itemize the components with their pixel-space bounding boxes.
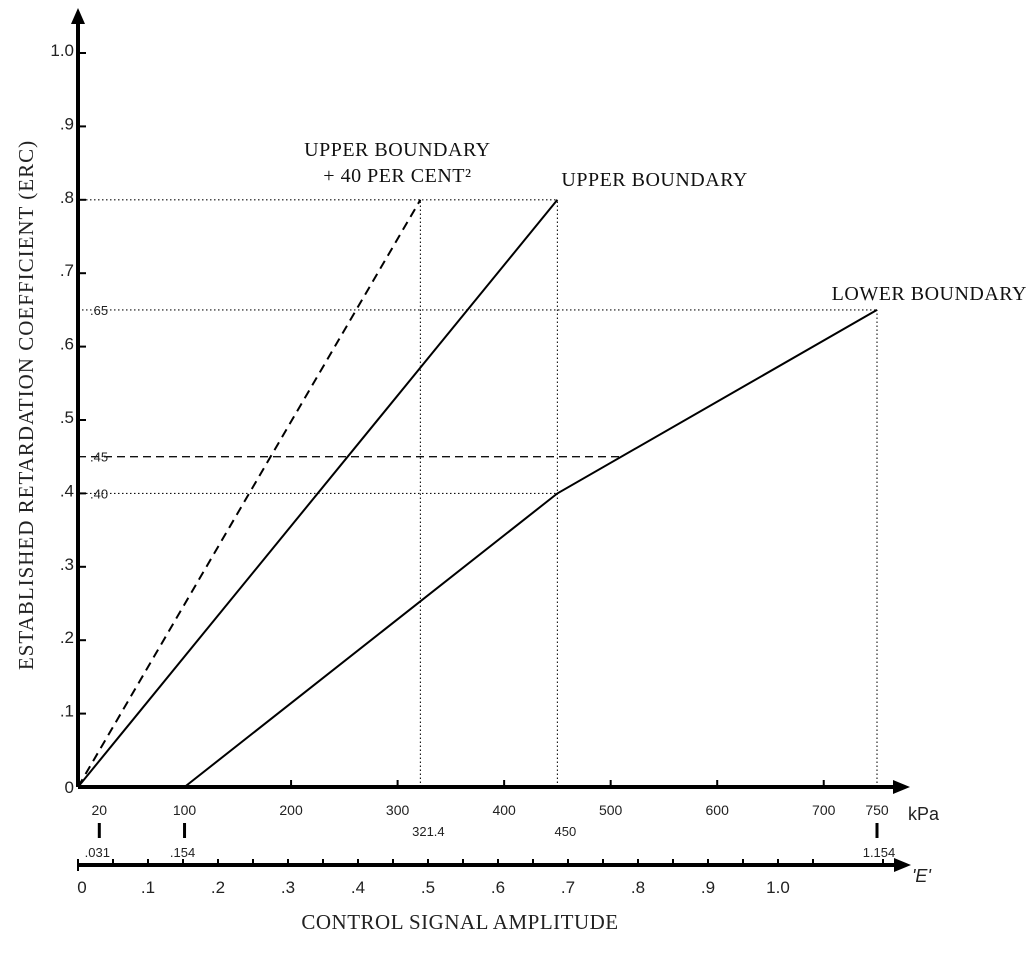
e-axis-tick-label: .8 (631, 878, 645, 897)
e-axis-tick-label: .7 (561, 878, 575, 897)
e-axis-tick-label: .3 (281, 878, 295, 897)
e-axis-tick-label: .1 (141, 878, 155, 897)
chart-labels: ESTABLISHED RETARDATION COEFFICIENT (ERC… (14, 41, 1027, 934)
reference-value-label: .65 (90, 303, 108, 318)
x-tick-label: 400 (492, 802, 516, 818)
x-axis-title: CONTROL SIGNAL AMPLITUDE (301, 910, 618, 934)
x-tick-label: 700 (812, 802, 836, 818)
y-tick-label: .4 (60, 481, 74, 500)
series-label: UPPER BOUNDARY (561, 169, 747, 191)
scale-link-label: .031 (85, 845, 110, 860)
y-tick-label: .9 (60, 114, 74, 133)
x-tick-label: 600 (706, 802, 730, 818)
x-marked-value-label: 450 (555, 824, 577, 839)
reference-value-label: .45 (90, 450, 108, 465)
e-axis-tick-label: 0 (77, 878, 86, 897)
series-line (77, 199, 422, 788)
x-marked-value-label: 321.4 (412, 824, 445, 839)
series-label: UPPER BOUNDARY (304, 139, 490, 161)
y-tick-label: .1 (60, 702, 74, 721)
e-axis-unit-label: 'E' (912, 866, 931, 886)
reference-lines (78, 199, 878, 787)
x-axis-arrow (893, 780, 910, 794)
series-lines (77, 199, 878, 788)
y-axis-title: ESTABLISHED RETARDATION COEFFICIENT (ERC… (14, 140, 38, 670)
x-tick-label: 20 (92, 802, 108, 818)
y-tick-label: 0 (65, 778, 74, 797)
e-axis-tick-label: 1.0 (766, 878, 790, 897)
y-tick-label: .6 (60, 335, 74, 354)
series-label: + 40 PER CENT² (323, 165, 471, 187)
y-tick-label: .2 (60, 628, 74, 647)
x-tick-label: 750 (865, 802, 889, 818)
y-axis-arrow (71, 8, 85, 24)
x-tick-label: 300 (386, 802, 410, 818)
e-axis-tick-label: .9 (701, 878, 715, 897)
series-line (183, 309, 878, 788)
e-axis-tick-label: .6 (491, 878, 505, 897)
y-tick-label: 1.0 (50, 41, 74, 60)
y-tick-label: .8 (60, 188, 74, 207)
scale-link-label: .154 (170, 845, 195, 860)
e-axis-tick-label: .4 (351, 878, 365, 897)
x-tick-label: 500 (599, 802, 623, 818)
y-tick-label: .3 (60, 555, 74, 574)
x-unit-label: kPa (908, 804, 940, 824)
series-label: LOWER BOUNDARY (832, 283, 1027, 305)
x-tick-label: 200 (279, 802, 303, 818)
axes (71, 8, 911, 872)
e-axis-tick-label: .2 (211, 878, 225, 897)
y-tick-label: .5 (60, 408, 74, 427)
y-tick-label: .7 (60, 261, 74, 280)
e-axis-tick-label: .5 (421, 878, 435, 897)
scale-link-label: 1.154 (863, 845, 896, 860)
e-axis-arrow (894, 858, 911, 872)
x-tick-label: 100 (173, 802, 197, 818)
series-line (77, 199, 559, 788)
reference-value-label: .40 (90, 486, 108, 501)
